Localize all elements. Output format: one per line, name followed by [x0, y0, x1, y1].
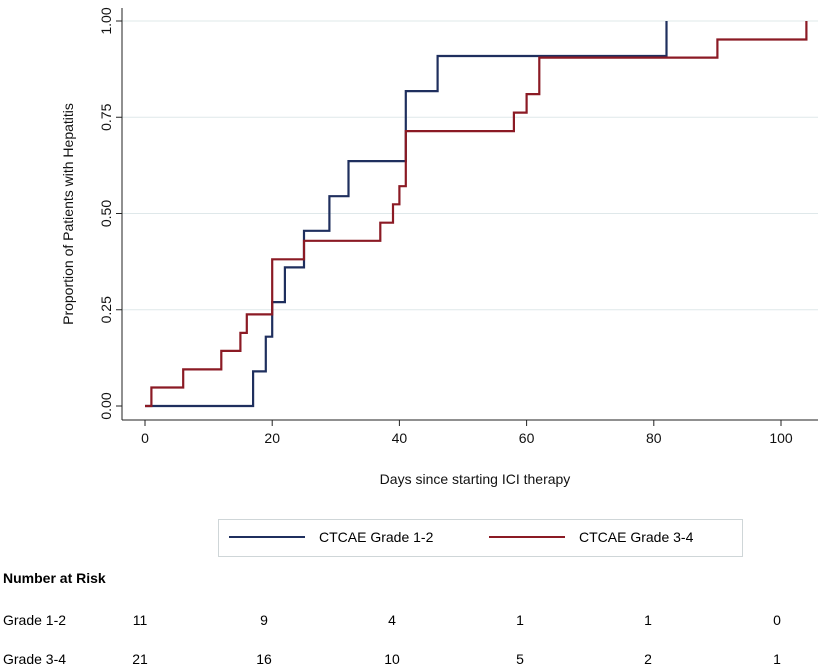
- y-tick-label: 0.75: [98, 103, 114, 130]
- x-axis-title: Days since starting ICI therapy: [380, 471, 571, 487]
- y-tick-label: 1.00: [98, 7, 114, 34]
- risk-cell: 16: [256, 651, 272, 667]
- risk-cell: 9: [260, 612, 268, 628]
- legend-item-grade-1-2: CTCAE Grade 1-2: [229, 529, 433, 545]
- risk-cell: 4: [388, 612, 396, 628]
- risk-cell: 10: [384, 651, 400, 667]
- x-tick-label: 20: [264, 430, 280, 446]
- x-tick-label: 40: [392, 430, 408, 446]
- x-tick-label: 60: [519, 430, 535, 446]
- risk-cell: 21: [132, 651, 148, 667]
- legend-item-grade-3-4: CTCAE Grade 3-4: [489, 529, 693, 545]
- legend-swatch-grade-3-4: [489, 536, 565, 538]
- series-line-2: [145, 21, 808, 408]
- risk-cell: 1: [516, 612, 524, 628]
- x-tick-label: 100: [769, 430, 793, 446]
- x-tick-label: 0: [141, 430, 149, 446]
- y-axis-title: Proportion of Patients with Hepatitis: [60, 103, 76, 325]
- risk-row-label: Grade 3-4: [3, 651, 67, 667]
- legend-swatch-grade-1-2: [229, 536, 305, 538]
- risk-cell: 1: [644, 612, 652, 628]
- survival-chart: 0.00 0.25 0.50 0.75 1.00 0 20 40 60 80 100 Days sin…: [60, 7, 818, 487]
- risk-cell: 5: [516, 651, 524, 667]
- grid-lines: [122, 20, 818, 311]
- series-lines: [145, 21, 808, 408]
- risk-cell: 0: [773, 612, 781, 628]
- legend-label-grade-1-2: CTCAE Grade 1-2: [319, 529, 434, 545]
- x-tick-label: 80: [646, 430, 662, 446]
- risk-cell: 2: [644, 651, 652, 667]
- y-tick-label: 0.50: [98, 200, 114, 227]
- risk-row-label: Grade 1-2: [3, 612, 67, 628]
- y-tick-label: 0.25: [98, 296, 114, 323]
- risk-cell: 11: [132, 612, 148, 628]
- series-line-1: [145, 21, 668, 408]
- risk-table-title: Number at Risk: [3, 570, 106, 586]
- axes: [116, 8, 818, 426]
- legend-label-grade-3-4: CTCAE Grade 3-4: [579, 529, 694, 545]
- y-tick-label: 0.00: [98, 392, 114, 419]
- legend: CTCAE Grade 1-2 CTCAE Grade 3-4: [218, 519, 743, 557]
- axis-labels: 0.00 0.25 0.50 0.75 1.00 0 20 40 60 80 100 Days sin…: [60, 7, 793, 487]
- risk-cell: 1: [773, 651, 781, 667]
